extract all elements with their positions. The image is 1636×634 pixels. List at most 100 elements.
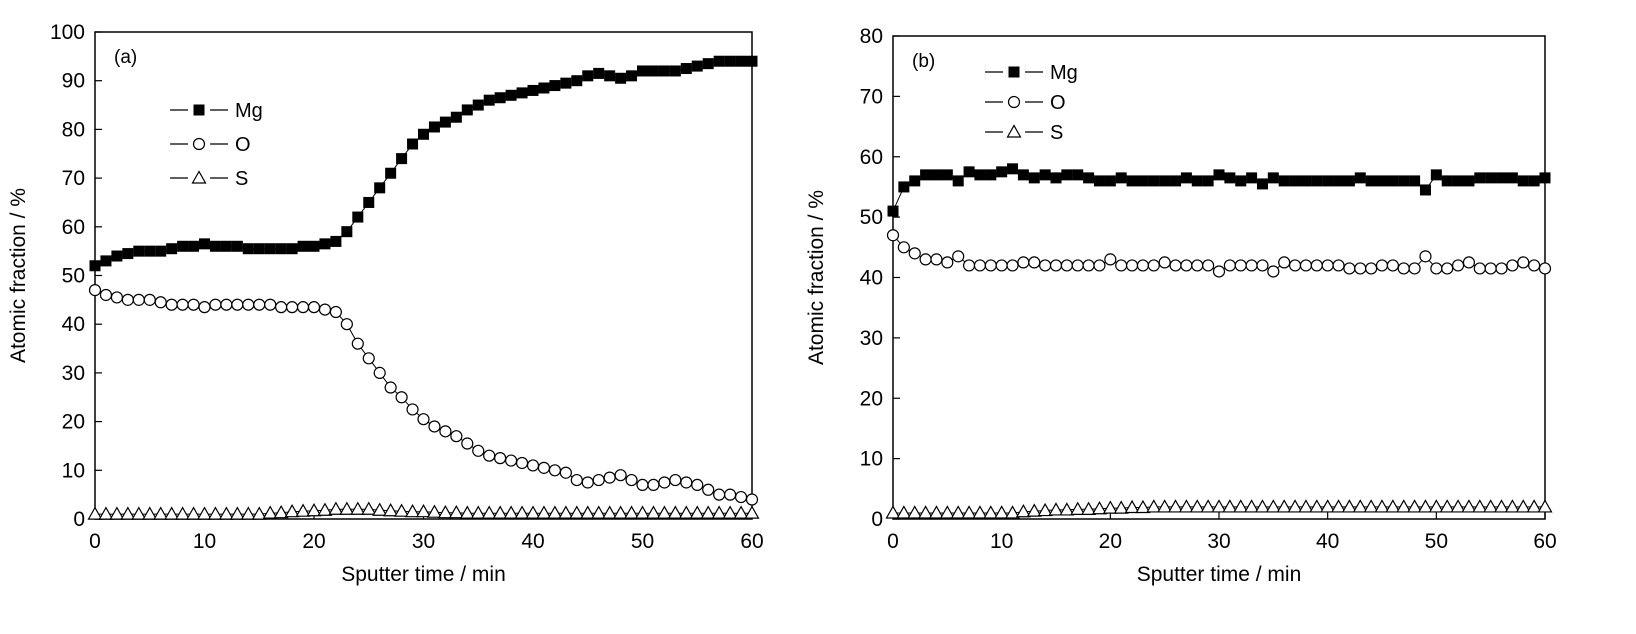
y-axis-title-b: Atomic fraction / % [805, 190, 828, 365]
data-point-o [296, 301, 310, 314]
x-axis-title-b: Sputter time / min [1137, 563, 1302, 586]
data-point-s [1287, 499, 1303, 513]
data-point-mg [483, 94, 495, 106]
x-tick-label: 10 [193, 530, 216, 553]
data-point-o [1256, 259, 1269, 272]
data-point-o [384, 381, 397, 394]
data-point-o [1158, 256, 1171, 269]
data-point-s [634, 505, 651, 519]
y-tick-label: 30 [860, 327, 883, 350]
data-point-s [994, 505, 1010, 519]
data-point-s [1472, 499, 1488, 513]
data-point-s [1276, 499, 1292, 513]
x-axis-title-a: Sputter time / min [341, 563, 506, 586]
data-point-s [1102, 500, 1118, 514]
data-point-o [1408, 262, 1421, 275]
data-point-mg [549, 80, 561, 92]
data-point-o [1430, 262, 1443, 275]
y-tick-label: 0 [871, 508, 883, 531]
data-point-o [99, 288, 113, 302]
data-point-s [415, 503, 432, 518]
data-point-o [351, 337, 364, 350]
data-point-s [218, 506, 234, 520]
data-point-s [350, 501, 366, 515]
data-point-o [1462, 256, 1476, 269]
panel-label-a: (a) [114, 47, 137, 68]
legend-label-mg: Mg [235, 100, 263, 122]
data-point-s [1265, 499, 1281, 513]
legend-label-o: O [235, 134, 251, 156]
data-point-s [142, 506, 158, 520]
data-point-mg [264, 243, 276, 255]
x-tick-label: 50 [1425, 530, 1448, 553]
data-point-mg [1441, 175, 1453, 187]
data-point-mg [286, 243, 298, 255]
legend-marker-o [192, 137, 206, 151]
data-point-s [153, 506, 169, 520]
data-point-s [645, 505, 661, 519]
data-point-s [939, 505, 955, 519]
data-point-s [983, 505, 999, 519]
data-point-s [240, 506, 256, 520]
data-point-s [733, 505, 749, 519]
x-tick-label: 10 [990, 530, 1013, 553]
data-point-s [1254, 499, 1270, 513]
data-point-s [1189, 499, 1205, 513]
data-point-s [481, 505, 497, 519]
x-tick-label: 0 [89, 530, 101, 553]
data-point-s [602, 505, 618, 519]
data-point-mg [702, 58, 714, 70]
data-point-o [143, 293, 156, 306]
data-point-o [428, 420, 441, 433]
data-point-s [492, 505, 508, 519]
data-point-mg [930, 169, 942, 181]
x-tick-label: 60 [740, 530, 763, 553]
data-point-mg [691, 60, 703, 72]
y-tick-label: 40 [860, 267, 883, 290]
legend-b: Mg OS [985, 62, 1078, 144]
data-point-mg [974, 169, 986, 181]
data-point-s [1331, 499, 1347, 513]
data-point-o [121, 293, 134, 306]
data-point-s [1320, 499, 1336, 513]
series-o [88, 284, 759, 506]
data-point-mg [1137, 175, 1149, 187]
data-point-o [1093, 259, 1106, 272]
data-point-mg [1452, 175, 1464, 187]
y-tick-label: 60 [62, 216, 85, 239]
data-point-s [624, 505, 640, 519]
data-point-mg [1376, 175, 1388, 187]
data-point-mg [1246, 172, 1258, 184]
data-point-s [613, 505, 629, 519]
y-tick-label: 50 [860, 206, 883, 229]
data-point-o [658, 476, 671, 489]
data-point-mg [1517, 175, 1529, 187]
legend-item-s: S [170, 168, 248, 190]
data-point-o [723, 488, 737, 501]
data-point-s [1048, 502, 1064, 516]
data-point-s [207, 506, 223, 520]
legend-label-s: S [235, 168, 248, 190]
data-point-s [448, 504, 464, 519]
legend-label-mg: Mg [1050, 62, 1078, 84]
data-point-o [952, 250, 965, 263]
data-point-s [98, 506, 114, 520]
data-point-s [961, 505, 977, 519]
data-point-mg [144, 245, 156, 257]
data-point-o [1538, 262, 1552, 275]
series-o [886, 229, 1552, 278]
data-point-o [373, 366, 386, 379]
data-point-mg [89, 260, 101, 272]
data-point-o [1288, 259, 1302, 272]
data-point-o [1147, 259, 1160, 272]
data-point-s [1428, 499, 1444, 513]
data-point-o [1267, 265, 1280, 278]
data-point-o [537, 461, 551, 474]
data-point-o [647, 478, 660, 492]
data-point-o [614, 469, 627, 482]
data-point-o [209, 298, 222, 311]
data-point-o [275, 301, 288, 314]
data-point-mg [155, 245, 167, 257]
data-point-o [494, 452, 507, 465]
